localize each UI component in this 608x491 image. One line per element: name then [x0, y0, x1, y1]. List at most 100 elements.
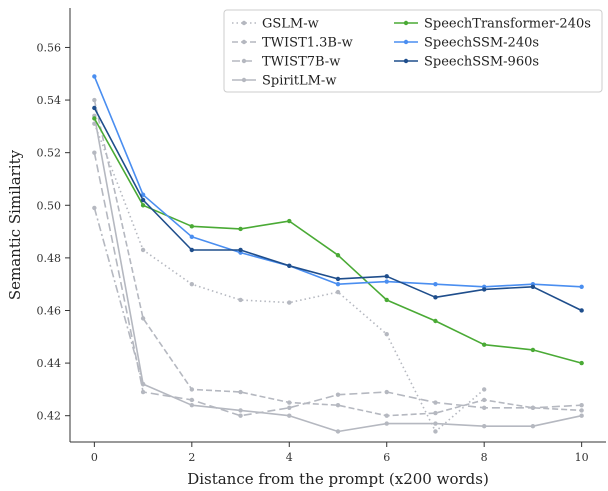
data-point: [92, 150, 97, 155]
data-point: [92, 105, 97, 111]
y-tick-label: 0.50: [37, 199, 62, 212]
data-point: [140, 381, 146, 387]
legend-label: TWIST1.3B-w: [262, 36, 353, 51]
legend-marker: [241, 20, 247, 26]
data-point: [287, 263, 292, 268]
x-tick-label: 6: [383, 451, 390, 464]
data-point: [287, 300, 292, 305]
data-point: [433, 421, 438, 426]
data-point: [384, 421, 389, 426]
legend-box: [223, 9, 603, 93]
data-point: [384, 389, 389, 395]
data-point: [579, 308, 584, 313]
data-point: [481, 387, 487, 392]
data-point: [335, 402, 341, 408]
legend-marker: [403, 39, 409, 45]
x-tick-label: 8: [481, 451, 488, 464]
data-point: [335, 253, 341, 258]
data-point: [189, 387, 195, 392]
data-point: [92, 116, 97, 121]
data-point: [335, 289, 341, 295]
legend-marker: [403, 58, 409, 64]
data-point: [189, 234, 195, 240]
legend-marker: [403, 20, 409, 26]
data-point: [189, 224, 195, 229]
legend-marker: [241, 39, 247, 45]
data-point: [433, 281, 438, 287]
data-point: [384, 279, 389, 284]
data-point: [189, 281, 195, 287]
legend-label: SpeechSSM-960s: [424, 55, 539, 70]
x-tick-label: 2: [188, 451, 195, 464]
data-point: [481, 342, 487, 347]
data-point: [481, 405, 487, 411]
data-point: [238, 408, 243, 413]
data-point: [140, 203, 146, 208]
y-axis-title: Semantic Similarity: [6, 149, 24, 300]
data-point: [92, 97, 97, 103]
x-tick-label: 4: [286, 451, 293, 464]
data-point: [189, 247, 195, 253]
data-point: [433, 318, 438, 324]
data-point: [433, 295, 438, 300]
data-point: [384, 413, 389, 418]
series-line: [93, 123, 485, 433]
series-speechtransformer-240s: [92, 116, 584, 366]
data-point: [287, 400, 292, 405]
data-point: [140, 197, 146, 203]
data-point: [433, 400, 438, 405]
x-tick-label: 10: [575, 451, 589, 464]
legend-label: SpeechSSM-240s: [424, 36, 539, 51]
series-gslm-w: [92, 121, 487, 434]
data-point: [530, 284, 536, 290]
series-twist7b-w: [92, 150, 584, 418]
series-twist1-3b-w: [92, 97, 584, 418]
data-point: [287, 405, 292, 411]
data-point: [238, 413, 243, 418]
ticks: 0 2 4 6 8 10 0.42 0.44 0.46 0.48 0.50 0.52 0.54 0.56: [37, 41, 589, 464]
series-line: [93, 118, 582, 364]
data-point: [238, 226, 243, 232]
data-point: [335, 392, 341, 397]
data-point: [140, 316, 146, 321]
data-point: [579, 402, 584, 408]
legend-label: TWIST7B-w: [262, 55, 340, 70]
data-point: [140, 389, 146, 395]
data-point: [579, 284, 584, 290]
data-point: [579, 360, 584, 366]
legend-marker: [241, 77, 247, 83]
legend-label: GSLM-w: [262, 17, 319, 32]
data-point: [530, 405, 536, 411]
data-point: [481, 397, 487, 403]
data-point: [189, 397, 195, 403]
y-tick-label: 0.42: [37, 410, 62, 423]
data-point: [238, 247, 243, 253]
y-tick-label: 0.54: [37, 94, 62, 107]
data-point: [189, 402, 195, 408]
axes: [69, 8, 606, 443]
data-point: [335, 429, 341, 434]
data-point: [481, 424, 487, 429]
plot-lines: [92, 74, 584, 434]
series-line: [93, 207, 144, 385]
data-point: [287, 413, 292, 418]
legend-marker: [241, 58, 247, 64]
data-point: [433, 429, 438, 434]
y-tick-label: 0.56: [37, 41, 62, 54]
data-point: [335, 281, 341, 287]
data-point: [481, 287, 487, 292]
series-unnamed-4: [92, 205, 146, 387]
series-line: [93, 99, 582, 417]
data-point: [530, 424, 536, 429]
x-axis-title: Distance from the prompt (x200 words): [187, 470, 489, 488]
series-spiritlm-w: [92, 113, 584, 434]
data-point: [287, 218, 292, 224]
legend: GSLM-w TWIST1.3B-w TWIST7B-w SpiritLM-w Spee…: [223, 9, 603, 93]
series-line: [93, 115, 582, 433]
x-tick-label: 0: [91, 451, 98, 464]
y-tick-label: 0.46: [37, 304, 62, 317]
data-point: [384, 331, 389, 337]
data-point: [579, 413, 584, 418]
data-point: [384, 297, 389, 303]
